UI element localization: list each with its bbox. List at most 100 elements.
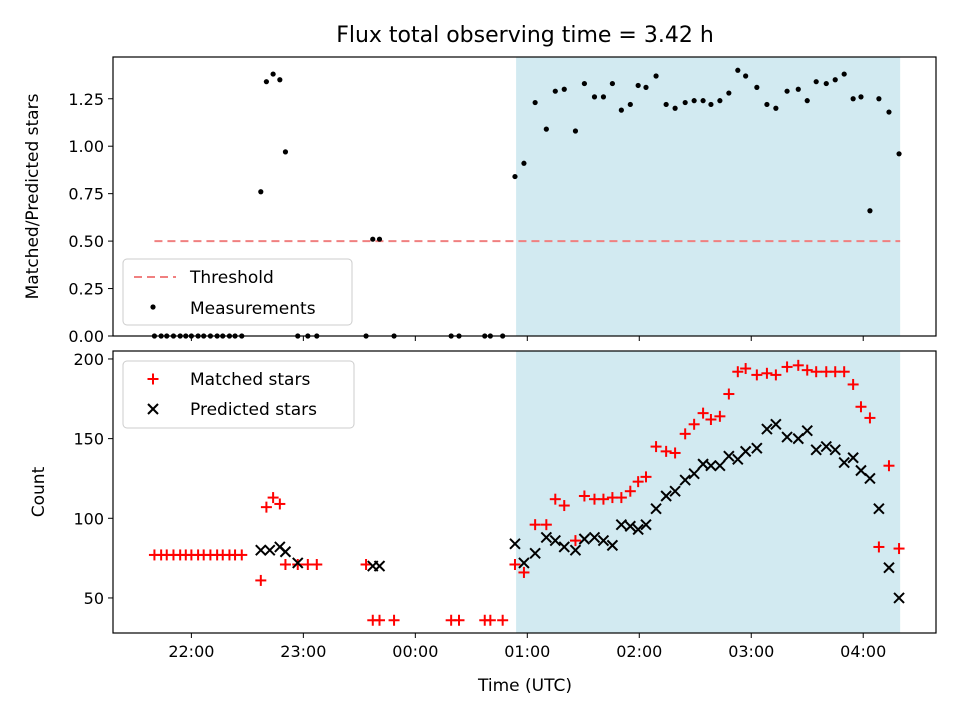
measurement-point [376, 236, 383, 242]
matched-point [810, 366, 822, 378]
predicted-point [883, 561, 895, 574]
y-tick-label: 0.50 [68, 232, 104, 251]
measurement-point [600, 94, 607, 100]
predicted-point [540, 531, 553, 544]
measurement-point [663, 101, 669, 108]
measurement-point [561, 86, 567, 92]
matched-point [597, 493, 609, 505]
matched-point [549, 493, 561, 505]
measurement-point [717, 98, 723, 104]
measurement-point [618, 107, 624, 113]
measurement-point [700, 98, 706, 104]
matched-point [761, 367, 773, 379]
matched-point [529, 519, 541, 531]
measurement-point [627, 101, 633, 108]
measurement-point [896, 151, 902, 157]
y-tick-label: 1.00 [68, 137, 104, 156]
matched-point [540, 519, 552, 531]
measurement-point [609, 80, 615, 87]
matched-point [855, 401, 867, 413]
matched-point [360, 558, 372, 570]
predicted-point [679, 474, 691, 486]
predicted-point [761, 423, 773, 435]
predicted-point [558, 541, 570, 553]
predicted-point [820, 440, 832, 453]
measurement-point [572, 128, 579, 134]
legend-ratio: Threshold Measurements [122, 258, 353, 326]
y-tick-label: 0.25 [68, 280, 104, 299]
measurement-point [543, 126, 549, 132]
measurement-point [743, 73, 749, 79]
x-tick-label: 02:00 [616, 642, 662, 661]
x-tick-label: 00:00 [392, 642, 438, 661]
predicted-point [864, 472, 876, 485]
measurement-point [735, 67, 741, 73]
matched-point [732, 366, 744, 378]
predicted-point [529, 547, 541, 560]
predicted-point [264, 544, 276, 556]
x-tick-label: 23:00 [280, 642, 326, 661]
predicted-point [770, 418, 782, 430]
legend-matched-label: Matched stars [190, 370, 310, 390]
predicted-point [632, 523, 644, 536]
matched-point [509, 558, 521, 570]
matched-point [893, 543, 905, 555]
matched-point [569, 535, 581, 547]
measurement-point [832, 77, 838, 83]
predicted-point [292, 557, 304, 569]
observing-interval-shade-bottom [516, 351, 901, 633]
matched-point [847, 378, 859, 390]
measurement-point [521, 160, 527, 166]
legend-predicted-swatch [147, 403, 159, 415]
predicted-point [801, 424, 813, 437]
measurement-point [552, 88, 558, 94]
predicted-point [660, 490, 672, 502]
matched-point [883, 460, 895, 472]
measurement-point [764, 101, 770, 108]
predicted-point [810, 444, 822, 456]
matched-point [388, 614, 400, 626]
legend-predicted-label: Predicted stars [190, 400, 317, 420]
measurement-point [643, 84, 649, 90]
predicted-point [597, 534, 610, 547]
x-tick-label: 04:00 [840, 642, 886, 661]
legend-matched-swatch [147, 373, 159, 385]
measurement-point [886, 109, 892, 115]
y-tick-label: 100 [73, 509, 104, 528]
predicted-point [792, 432, 804, 445]
matched-point [518, 566, 530, 578]
predicted-point [373, 560, 386, 572]
y-tick-label: 0.75 [68, 185, 104, 204]
legend-predicted-marker [147, 403, 159, 415]
predicted-point [255, 544, 267, 556]
matched-point [873, 541, 885, 553]
measurement-point [858, 94, 864, 100]
predicted-point [705, 460, 717, 472]
measurement-point [876, 96, 882, 102]
matched-point [801, 364, 813, 376]
measurement-point [691, 98, 697, 104]
predicted-point [688, 467, 700, 480]
predicted-point [650, 503, 662, 515]
measurement-point [850, 96, 856, 102]
measurement-point [653, 73, 659, 79]
measurement-point [784, 88, 790, 94]
predicted-point [606, 539, 619, 552]
predicted-point [588, 531, 601, 544]
matched-point [864, 412, 876, 424]
measurement-point [773, 105, 779, 111]
predicted-point [781, 431, 793, 443]
measurement-point [708, 101, 714, 108]
y-tick-label: 1.25 [68, 90, 104, 109]
matched-point [373, 614, 385, 626]
panel-counts: 50 100 150 200 22:00 23:00 00:00 01:00 02:00 03:… [29, 350, 937, 661]
predicted-point [615, 518, 628, 531]
observing-interval-shade-top [516, 57, 901, 336]
matched-point [669, 447, 681, 459]
matched-point [660, 445, 672, 457]
x-tick-label: 01:00 [504, 642, 550, 661]
measurement-point [804, 98, 810, 104]
predicted-point [640, 518, 652, 531]
y-tick-label: 150 [73, 430, 104, 449]
measurement-point [591, 94, 598, 100]
